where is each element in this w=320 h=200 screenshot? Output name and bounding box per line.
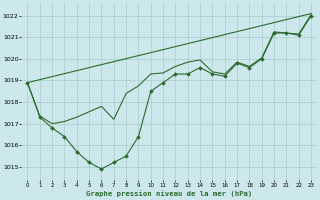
X-axis label: Graphe pression niveau de la mer (hPa): Graphe pression niveau de la mer (hPa) (86, 190, 252, 197)
